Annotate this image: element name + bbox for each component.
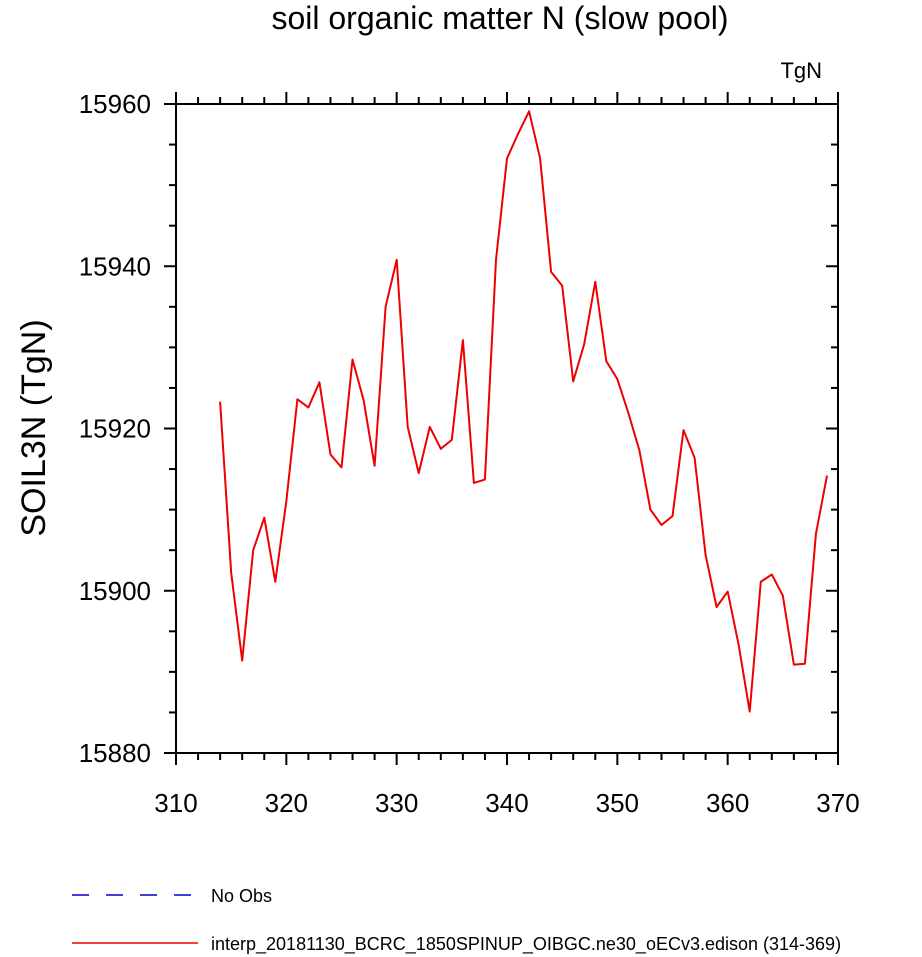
y-tick-label: 15960 [79,89,151,119]
x-tick-label: 350 [596,788,639,818]
y-tick-label: 15920 [79,414,151,444]
series-line-1 [219,110,828,713]
y-tick-label: 15940 [79,251,151,281]
y-axis-label: SOIL3N (TgN) [15,319,53,536]
plot-frame [175,103,839,754]
x-tick-label: 310 [154,788,197,818]
x-tick-label: 360 [706,788,749,818]
x-tick-label: 340 [485,788,528,818]
axis-ticks [164,92,839,765]
x-tick-label: 320 [265,788,308,818]
series-lines [219,110,828,713]
legend-label-1: interp_20181130_BCRC_1850SPINUP_OIBGC.ne… [211,934,841,955]
x-tick-labels: 310 320 330 340 350 360 370 [154,788,859,818]
y-tick-labels: 15880 15900 15920 15940 15960 [79,89,151,768]
x-tick-label: 330 [375,788,418,818]
x-tick-label: 370 [816,788,859,818]
y-tick-label: 15900 [79,576,151,606]
y-tick-label: 15880 [79,738,151,768]
chart-title: soil organic matter N (slow pool) [271,0,728,36]
legend-label-0: No Obs [211,886,272,906]
legend: No Obs interp_20181130_BCRC_1850SPINUP_OI… [72,886,841,955]
units-label: TgN [780,58,822,83]
